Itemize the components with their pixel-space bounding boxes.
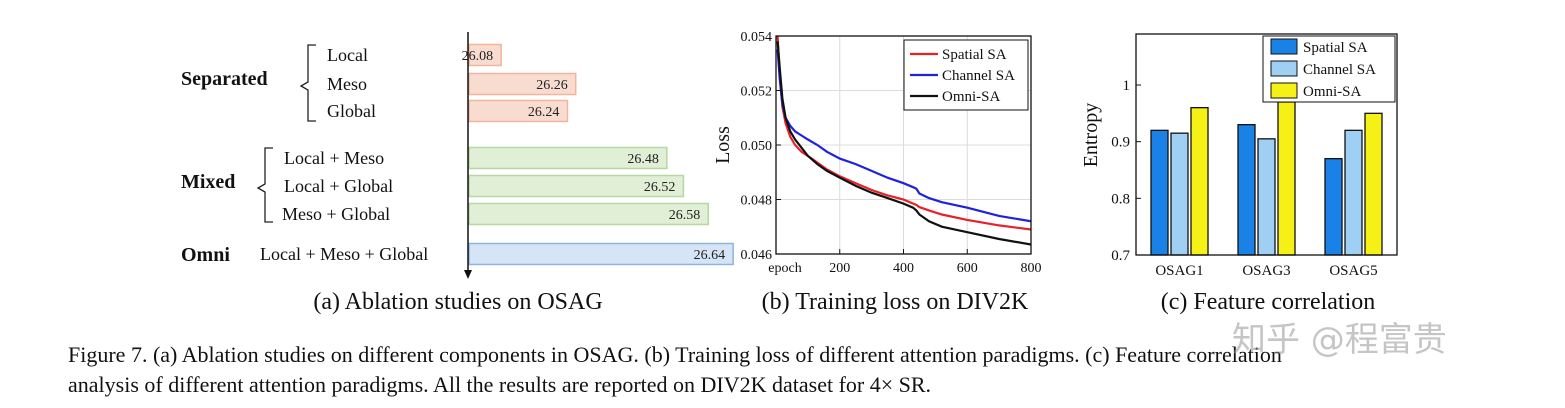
entropy-bar [1344,129,1363,256]
entropy-bar [1257,138,1276,256]
y-tick-label: 0.046 [741,248,773,263]
entropy-bar [1364,112,1383,256]
ablation-bar [468,242,734,266]
y-tick-label: 0.050 [741,139,773,154]
bar-value-label: 26.48 [627,152,659,167]
y-axis-label: Entropy [1080,103,1102,167]
group-label-0: Separated [181,68,268,90]
figure-caption: Figure 7. (a) Ablation studies on differ… [68,340,1528,400]
y-axis-label: Loss [712,126,734,164]
legend-swatch [1270,82,1298,99]
x-tick-label: 200 [829,261,850,276]
entropy-bar [1190,107,1209,256]
y-tick-label: 0.054 [741,30,773,45]
y-tick-label: 0.8 [1111,191,1130,207]
ablation-bar [468,146,668,170]
group-label-2: Omni [181,244,230,266]
y-tick-label: 0.7 [1111,248,1130,264]
legend-label: Omni-SA [1303,84,1362,100]
row-label: Local + Global [284,176,393,196]
category-label: OSAG3 [1242,263,1290,279]
y-tick-label: 0.052 [741,85,773,100]
figure-canvas: Separated Local 26.08 Meso 26.26 Global 26.24 M… [181,30,1398,315]
y-tick-label: 1 [1123,78,1131,94]
axis-arrow-icon [464,270,472,279]
bar-value-label: 26.58 [669,208,701,223]
entropy-bar [1277,101,1296,256]
row-label: Local + Meso [284,148,384,168]
brace-mixed [256,147,273,223]
subtitle-c: (c) Feature correlation [1161,289,1376,315]
ablation-bar [468,43,502,67]
row-label: Meso + Global [282,204,390,224]
loss-series-line-1 [776,49,1031,223]
bar-value-label: 26.64 [694,248,726,263]
legend-swatch [1270,60,1298,77]
group-label-1: Mixed [181,171,235,193]
legend-label: Spatial SA [942,47,1007,63]
entropy-bar [1324,158,1343,256]
legend-label: Spatial SA [1303,40,1368,56]
caption-line-1: Figure 7. (a) Ablation studies on differ… [68,342,1282,367]
ablation-bar [468,174,685,198]
category-label: OSAG5 [1329,263,1377,279]
panel-a-ablation: Separated Local 26.08 Meso 26.26 Global 26.24 M… [181,32,734,315]
bar-value-label: 26.52 [644,180,676,195]
caption-line-2: analysis of different attention paradigm… [68,372,932,397]
x-tick-label: 800 [1021,261,1042,276]
ablation-bar [468,99,569,123]
y-tick-label: 0.048 [741,194,773,209]
ablation-bar [468,72,577,96]
entropy-bar [1150,129,1169,256]
subtitle-a: (a) Ablation studies on OSAG [313,289,602,315]
row-label: Local + Meso + Global [260,244,428,264]
loss-series-line-0 [776,36,1031,231]
bar-value-label: 26.08 [462,49,494,64]
legend-swatch [1270,38,1298,55]
brace-separated [299,44,316,122]
bar-value-label: 26.26 [536,78,568,93]
plot-frame-c [1135,33,1398,256]
panel-c-feature-correlation: OSAG1 OSAG3 OSAG5 0.7 0.8 0.9 1 Entropy Spatial … [1080,33,1398,315]
legend-label: Channel SA [1303,62,1376,78]
ablation-bar [468,202,710,226]
legend-label: Omni-SA [942,89,1001,105]
x-tick-label: 600 [957,261,978,276]
category-label: OSAG1 [1155,263,1203,279]
row-label: Local [327,45,368,65]
bar-value-label: 26.24 [528,105,560,120]
x-tick-label: 400 [893,261,914,276]
loss-series-line-2 [776,41,1031,246]
subtitle-b: (b) Training loss on DIV2K [762,289,1029,315]
watermark-text: 知乎 @程富贵 [1232,320,1447,360]
panel-b-training-loss: 0.046 0.048 0.050 0.052 0.054 200 400 600 800 epo… [712,30,1042,315]
row-label: Global [327,101,376,121]
y-tick-label: 0.9 [1111,135,1130,151]
legend-label: Channel SA [942,68,1015,84]
entropy-bar [1237,124,1256,256]
entropy-bar [1170,132,1189,256]
row-label: Meso [327,74,367,94]
x-axis-label: epoch [768,261,801,276]
